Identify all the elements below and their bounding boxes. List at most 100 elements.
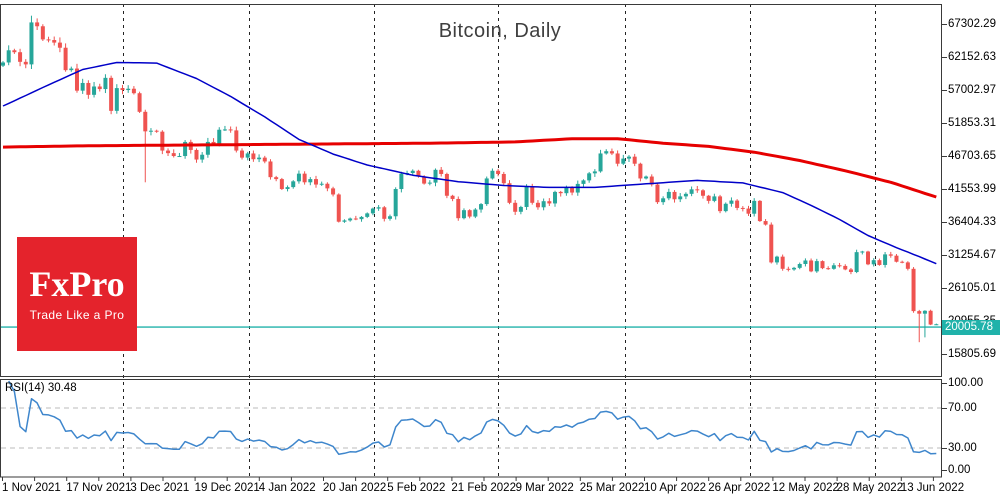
- candle-body: [740, 207, 745, 209]
- candle-body: [274, 177, 279, 180]
- candle-body: [194, 149, 199, 160]
- candle-body: [166, 150, 171, 154]
- candle-body: [814, 261, 819, 272]
- candle-body: [348, 218, 353, 221]
- candle-body: [706, 195, 711, 201]
- candle-body: [604, 151, 609, 154]
- candle-body: [131, 88, 136, 94]
- ma-fast-blue-line: [2, 61, 937, 265]
- candle-body: [461, 210, 466, 219]
- candle-body: [780, 256, 785, 269]
- candle-body: [6, 50, 11, 63]
- candle-body: [513, 202, 518, 212]
- candle-body: [518, 206, 523, 212]
- candle-body: [894, 255, 899, 262]
- candle-body: [507, 183, 512, 203]
- candle-body: [718, 196, 723, 212]
- candle-body: [86, 82, 91, 95]
- candle-body: [746, 208, 751, 214]
- candle-body: [302, 173, 307, 183]
- candle-body: [1, 62, 5, 66]
- candle-body: [769, 224, 774, 263]
- candle-body: [240, 150, 245, 158]
- candle-body: [46, 39, 51, 41]
- candle-body: [450, 195, 455, 199]
- candle-body: [831, 265, 836, 269]
- candle-body: [672, 191, 677, 200]
- date-label: 4 Jan 2022: [258, 482, 316, 494]
- candle-body: [757, 200, 762, 222]
- candle-body: [877, 260, 882, 265]
- candle-body: [92, 86, 97, 95]
- candle-body: [52, 40, 57, 43]
- candle-body: [35, 22, 40, 27]
- date-label: 28 May 2022: [836, 482, 904, 494]
- candle-body: [137, 93, 142, 112]
- candle-body: [530, 186, 535, 203]
- candle-body: [262, 157, 267, 162]
- candle-body: [928, 310, 933, 325]
- price-axis-label: 67302.29: [948, 18, 996, 30]
- candle-body: [12, 50, 17, 53]
- candle-body: [587, 173, 592, 181]
- candle-body: [774, 256, 779, 263]
- candle-body: [809, 260, 814, 272]
- price-axis-label: 26105.01: [948, 282, 996, 294]
- candle-body: [74, 68, 79, 91]
- candle-body: [712, 196, 717, 201]
- candle-body: [80, 82, 85, 91]
- candle-body: [143, 111, 148, 132]
- candle-body: [109, 77, 114, 111]
- candle-body: [621, 158, 626, 164]
- candle-body: [365, 213, 370, 217]
- date-label: 1 Nov 2021: [2, 482, 61, 494]
- candle-body: [496, 170, 501, 174]
- candle-body: [257, 157, 262, 160]
- fxpro-logo-text: FxPro: [29, 264, 125, 304]
- candle-body: [609, 151, 614, 154]
- candle-body: [433, 169, 438, 183]
- candle-body: [797, 264, 802, 268]
- candle-body: [558, 191, 563, 194]
- candle-body: [200, 154, 205, 160]
- candle-body: [393, 189, 398, 217]
- fxpro-logo: FxPro Trade Like a Pro: [17, 237, 137, 351]
- date-label: 26 Apr 2022: [708, 482, 771, 494]
- candle-body: [69, 68, 74, 71]
- candle-body: [900, 261, 905, 263]
- date-label: 20 Jan 2022: [323, 482, 387, 494]
- rsi-panel-frame: [0, 379, 942, 478]
- candle-body: [103, 77, 108, 90]
- candle-body: [490, 170, 495, 179]
- candle-body: [803, 260, 808, 265]
- candle-body: [541, 201, 546, 208]
- candle-body: [183, 141, 188, 157]
- candle-body: [655, 184, 660, 203]
- candle-body: [63, 47, 68, 71]
- candle-body: [678, 196, 683, 200]
- candle-body: [308, 179, 313, 183]
- candle-body: [473, 209, 478, 217]
- candle-body: [723, 203, 728, 212]
- candle-body: [922, 310, 927, 314]
- candle-body: [729, 200, 734, 204]
- candle-body: [18, 52, 23, 62]
- candle-body: [228, 129, 233, 131]
- candle-body: [649, 176, 654, 185]
- candle-body: [888, 254, 893, 256]
- rsi-axis-label: 30.00: [948, 442, 977, 454]
- price-axis-label: 46703.65: [948, 150, 996, 162]
- candle-body: [644, 176, 649, 179]
- candle-body: [632, 156, 637, 164]
- candle-body: [553, 191, 558, 204]
- candle-body: [279, 179, 284, 190]
- candle-body: [285, 187, 290, 190]
- candle-body: [820, 261, 825, 269]
- candle-body: [689, 189, 694, 194]
- candle-body: [296, 173, 301, 182]
- candle-body: [359, 216, 364, 220]
- date-label: 3 Dec 2021: [130, 482, 190, 494]
- date-label: 12 May 2022: [772, 482, 839, 494]
